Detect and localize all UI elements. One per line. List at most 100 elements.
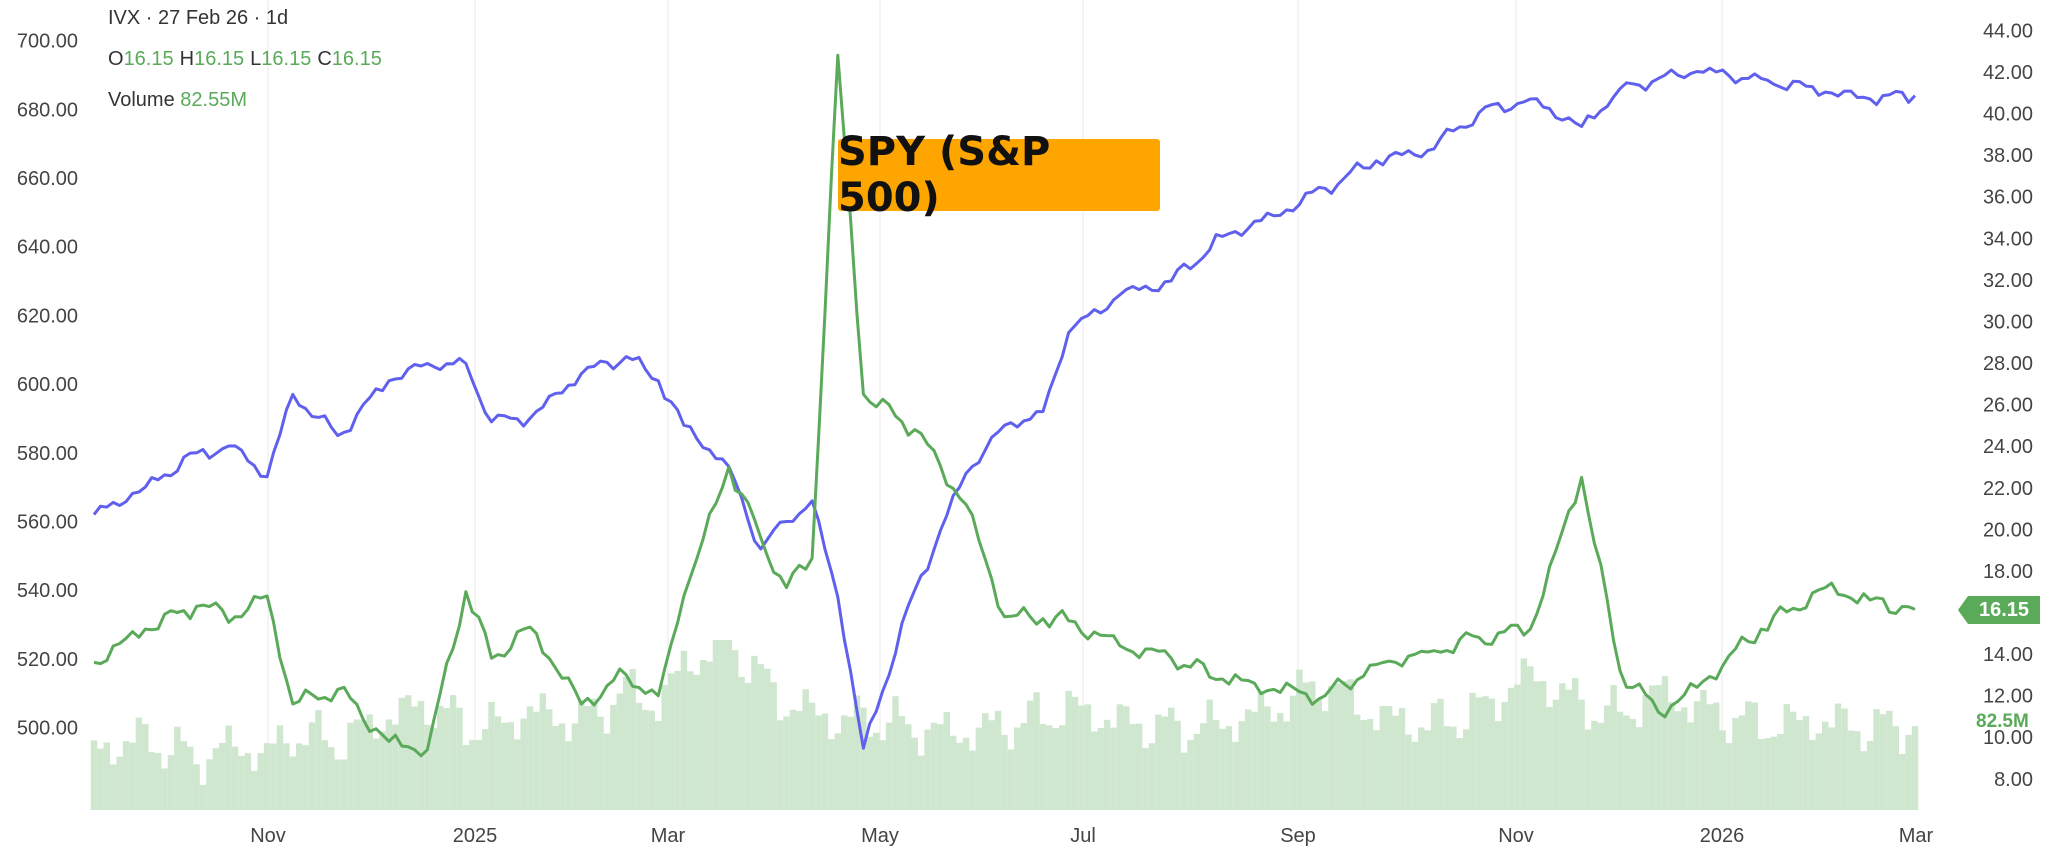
volume-bar [1225,726,1233,810]
left-axis-tick: 700.00 [17,31,78,53]
volume-bar [1745,701,1752,810]
volume-bar [584,706,591,810]
volume-bar [180,741,187,810]
volume-bar [1514,684,1521,810]
volume-bar [103,742,111,810]
legend-ohlc-key: C [317,48,332,70]
volume-bar [1604,705,1611,810]
volume-bar [1860,751,1867,810]
volume-bar [1815,733,1823,810]
volume-bar [1296,669,1303,810]
volume-bar [1168,707,1175,810]
grid-lines [267,0,1723,810]
volume-bar [475,739,482,810]
volume-bar [244,753,252,810]
right-axis-tick: 8.00 [1994,769,2033,791]
volume-bar [1180,752,1188,810]
volume-bar [1264,706,1271,810]
left-axis-tick: 660.00 [17,168,78,190]
volume-bar [847,716,854,810]
volume-bar [257,753,264,810]
volume-bar [1725,743,1733,810]
volume-bar [937,724,944,810]
left-axis-tick: 580.00 [17,443,78,465]
left-axis-tick: 640.00 [17,237,78,259]
volume-bar [1386,706,1393,810]
legend-ohlc-value: 16.15 [261,48,312,70]
volume-bar [815,715,822,810]
volume-bar [1507,687,1515,810]
volume-bar [398,697,405,810]
volume-bar [1559,683,1566,810]
volume-bar [770,682,777,810]
right-axis-tick: 36.00 [1983,187,2033,209]
left-axis-tick: 540.00 [17,580,78,602]
volume-bar [154,753,162,810]
volume-bar [1841,708,1848,810]
legend-header: IVX · 27 Feb 26 · 1d [108,7,289,29]
legend-ohlc-value: 16.15 [331,48,382,70]
volume-bar [1033,692,1040,810]
right-axis-tick: 44.00 [1983,20,2033,42]
volume-bar [1783,704,1790,810]
volume-bar [494,716,502,810]
left-axis-tick: 620.00 [17,305,78,327]
volume-bar [796,711,803,810]
volume-bar [1026,700,1034,810]
volume-bar [853,695,861,810]
volume-bar [1668,702,1675,810]
volume-bar [866,736,874,810]
volume-bar [321,740,329,810]
volume-bar [1495,721,1502,810]
volume-bar [642,709,649,810]
volume-bar [1642,695,1649,810]
volume-bar [443,708,450,810]
volume-bar [1462,729,1470,810]
legend-volume-label: Volume [108,89,175,111]
right-axis-tick: 38.00 [1983,145,2033,167]
volume-bar [860,707,867,810]
volume-bar [219,742,226,810]
volume-bar [610,704,617,810]
volume-bar [1353,714,1361,810]
volume-bar [1078,705,1085,810]
volume-bar [1911,726,1919,810]
volume-bar [539,693,547,810]
volume-bar [911,737,918,810]
volume-bar [90,740,98,810]
volume-bar [1636,727,1643,810]
volume-bar [1270,721,1278,810]
volume-bar [1597,722,1605,810]
volume-bar [1898,753,1906,810]
volume-bar [1392,715,1399,810]
volume-bar [1520,658,1528,810]
volume-bar [1161,716,1169,810]
volume-bar [751,655,758,810]
volume-bar [1802,716,1810,810]
volume-bar [1142,747,1149,810]
volume-bar [1334,683,1342,810]
volume-bar [1059,725,1066,810]
volume-bar [1219,728,1226,810]
volume-bar [1469,692,1476,810]
volume-bar [719,640,726,810]
volume-bar [1046,725,1053,810]
volume-series [90,640,1919,810]
volume-bar [289,756,296,810]
volume-bar [546,709,553,810]
volume-bar [616,693,623,810]
last-price-tag: 16.15 [1958,596,2040,624]
volume-bar [1834,703,1842,810]
volume-bar [142,724,149,810]
volume-bar [1103,719,1111,810]
volume-bar [1770,736,1778,810]
volume-bar [1014,727,1021,810]
volume-bar [1277,713,1284,810]
volume-bar [1341,680,1348,810]
left-axis-tick: 600.00 [17,374,78,396]
volume-bar [1661,676,1669,810]
volume-bar [917,755,925,810]
volume-bar [1456,738,1463,810]
volume-bar [1039,723,1047,810]
right-axis-tick: 10.00 [1983,727,2033,749]
